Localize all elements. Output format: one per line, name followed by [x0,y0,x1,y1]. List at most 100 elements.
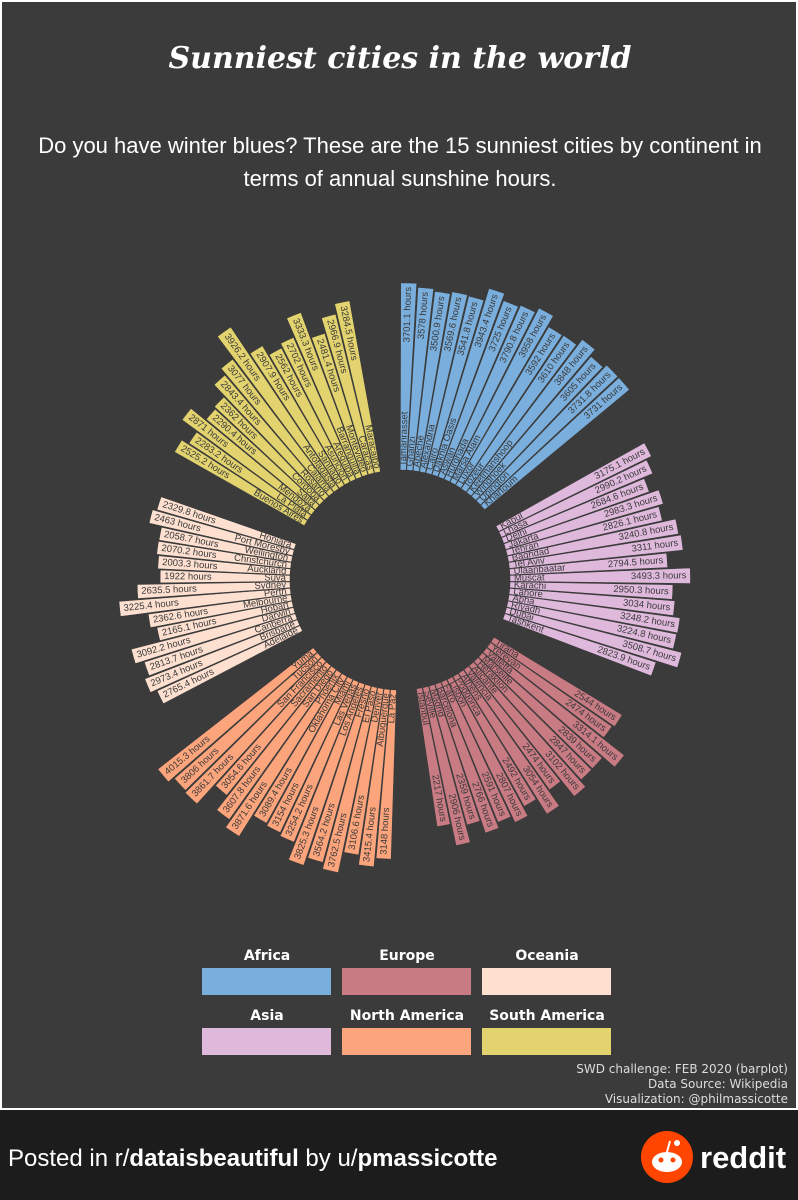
bar [143,613,298,677]
bar [286,312,363,480]
subtitle: Do you have winter blues? These are the … [38,133,762,158]
legend-swatch [342,1028,471,1055]
bar [322,685,378,874]
legend-swatch [482,968,611,995]
bar [147,594,293,628]
legend-label: South America [489,1008,605,1024]
bar [475,364,619,506]
bar [452,673,537,807]
bar [156,600,294,641]
value-label: 2794.5 hours [608,555,664,570]
bar [136,581,291,599]
bar [130,607,296,664]
bar [486,642,613,739]
value-label: 2003.3 hours [162,557,218,572]
bar [490,636,623,728]
bar [443,304,536,483]
caption: Data Source: Wikipedia [648,1077,788,1091]
bar [188,431,312,521]
bar [480,377,630,511]
bar [268,347,351,486]
value-label: 2635.5 hours [141,583,197,596]
bar [508,588,676,617]
bar [473,656,593,781]
bar [358,688,391,868]
legend-label: Europe [379,948,435,964]
bar [504,607,683,669]
bar [214,661,332,796]
bar [458,669,560,815]
bar [213,374,329,501]
bar [157,647,318,783]
bar [279,679,360,843]
bar [399,282,418,471]
bar [334,300,381,474]
bar [422,685,471,847]
bar [216,326,340,493]
bar [406,287,435,472]
bar [416,687,451,827]
bar [509,552,669,576]
subtitle: terms of annual sunshine hours. [243,166,556,191]
bar [156,496,297,550]
bar [498,459,654,538]
bar [225,669,342,837]
category-label: Karachi [514,580,547,592]
bar [465,338,596,497]
bar [437,300,519,480]
bar [425,295,485,476]
bar [478,652,603,770]
bar [253,673,348,824]
value-label: 3148 hours [378,807,392,855]
bar [463,665,562,791]
bar [482,647,625,768]
bar [507,594,681,634]
bar [157,555,291,576]
bar [288,681,366,866]
bar [173,652,322,791]
legend: Africa Asia Europe North America Oceania Sout… [202,948,611,1055]
category-label: Suva [264,573,287,584]
bar [156,625,303,705]
bar [428,684,481,826]
bar [375,689,397,860]
posted-line: Posted in r/dataisbeautiful by u/pmassic… [8,1145,498,1172]
bar [280,336,357,483]
bar [311,332,369,478]
bar [507,518,679,563]
bar [205,408,320,511]
bar [321,313,375,476]
bar [495,442,652,532]
bar [216,665,337,821]
bar [118,588,292,617]
legend-label: North America [350,1008,464,1024]
bar [419,291,468,474]
bar [503,489,664,550]
category-label: Muscat [514,572,545,583]
chart-title: Sunniest cities in the world [169,41,632,76]
bar [468,661,587,797]
bar [174,439,308,527]
posted-text: Posted in r/ [8,1145,130,1172]
legend-swatch [342,968,471,995]
value-label: 3701.1 hours [401,287,414,343]
bar [446,676,529,823]
bar [266,676,354,834]
legend-label: Africa [244,948,290,964]
bar [156,540,292,569]
caption: Visualization: @philmassicotte [605,1092,788,1106]
bar [501,478,650,544]
legend-label: Oceania [515,948,578,964]
bar [434,681,500,834]
bar [148,509,295,557]
legend-swatch [482,1028,611,1055]
subreddit[interactable]: dataisbeautiful [129,1145,298,1172]
username[interactable]: pmassicotte [357,1145,497,1172]
legend-label: Asia [250,1008,283,1024]
bar [220,358,335,497]
category-label: Sydney [254,580,286,592]
bar [471,355,604,501]
bar [460,335,577,493]
